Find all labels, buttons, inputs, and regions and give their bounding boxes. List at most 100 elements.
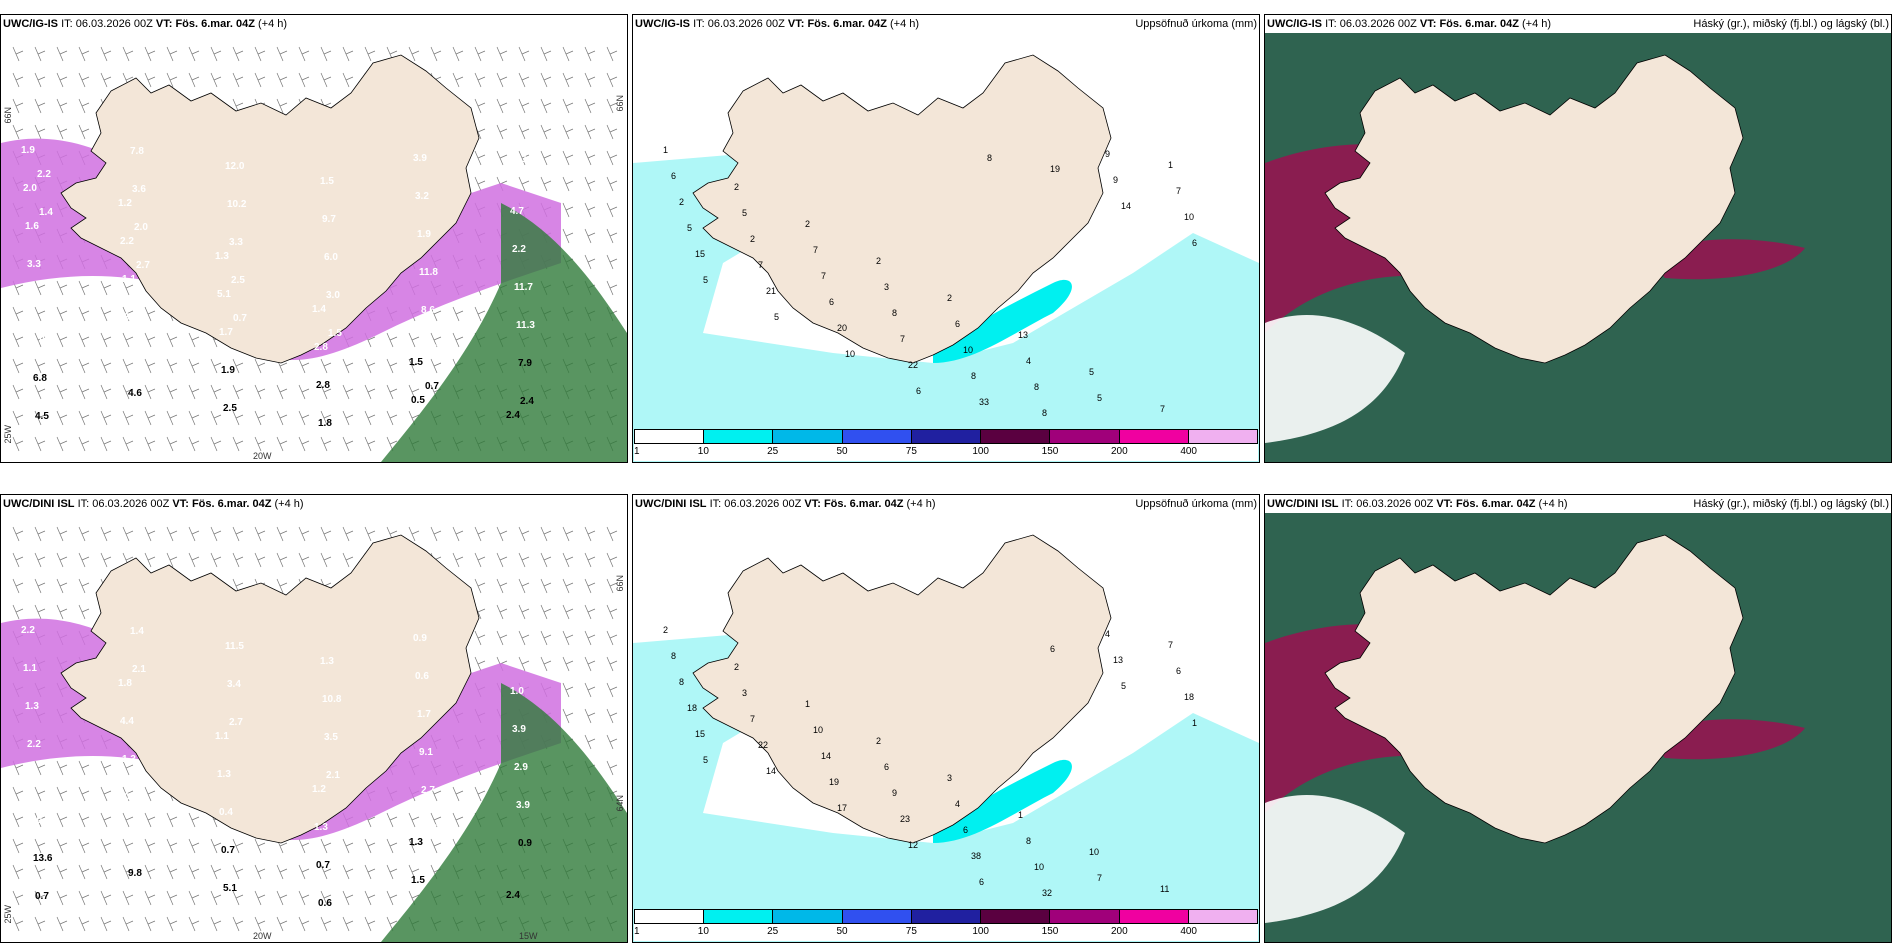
- wind-value: 2.0: [23, 183, 37, 194]
- precip-area: [633, 633, 1259, 942]
- wind-value: 0.7: [425, 381, 439, 392]
- wind-value: 4.4: [120, 716, 134, 727]
- wind-barb: [34, 436, 46, 452]
- wind-barb: [584, 124, 596, 140]
- wind-barb: [562, 552, 574, 568]
- precip-value: 14: [821, 751, 831, 761]
- wind-barb: [584, 228, 596, 244]
- wind-barb: [12, 604, 24, 620]
- wind-barb: [518, 176, 530, 192]
- colorbar-tick: 150: [1041, 446, 1059, 457]
- precip-value: 7: [758, 260, 763, 270]
- precip-value: 19: [1050, 164, 1060, 174]
- wind-barb: [78, 786, 90, 802]
- wind-barb: [56, 760, 68, 776]
- wind-barb: [254, 358, 266, 374]
- wind-barb: [364, 916, 376, 932]
- wind-barb: [562, 176, 574, 192]
- precip-colorbar: 1 10 25 50 75 100 150 200 400: [634, 429, 1258, 461]
- wind-barb: [34, 526, 46, 542]
- wind-value: 2.1: [326, 770, 340, 781]
- wind-barb: [144, 436, 156, 452]
- wind-barb: [496, 526, 508, 542]
- iceland-landmass: [60, 54, 480, 364]
- wind-barb: [518, 150, 530, 166]
- wind-barb: [474, 72, 486, 88]
- precip-map: 1222213576573645122781089757678891015212…: [633, 33, 1259, 462]
- wind-barb: [188, 864, 200, 880]
- wind-value: 1.2: [522, 154, 536, 165]
- wind-barb: [540, 72, 552, 88]
- wind-value: 1.9: [221, 365, 235, 376]
- colorbar-tick: 100: [972, 926, 989, 937]
- wind-barb: [298, 552, 310, 568]
- iceland-landmass: [1324, 534, 1744, 844]
- iceland-landmass: [692, 54, 1112, 364]
- wind-barb: [408, 526, 420, 542]
- wind-speed-band: [381, 683, 627, 942]
- colorbar-tick: 100: [972, 446, 989, 457]
- wind-barb: [166, 332, 178, 348]
- wind-barb: [452, 332, 464, 348]
- wind-barb: [232, 552, 244, 568]
- wind-barb: [78, 760, 90, 776]
- precip-value: 2: [734, 662, 739, 672]
- wind-barb: [166, 526, 178, 542]
- wind-barb: [166, 916, 178, 932]
- wind-barb: [56, 604, 68, 620]
- wind-barb: [144, 890, 156, 906]
- wind-barb: [122, 786, 134, 802]
- wind-barb: [100, 332, 112, 348]
- wind-barb: [496, 630, 508, 646]
- wind-barb: [540, 176, 552, 192]
- wind-barb: [342, 436, 354, 452]
- wind-barb: [144, 410, 156, 426]
- precip-value: 6: [1176, 666, 1181, 676]
- wind-value: 1.3: [122, 754, 136, 765]
- wind-value: 1.2: [312, 784, 326, 795]
- precip-value: 14: [1121, 201, 1131, 211]
- wind-barb: [210, 890, 222, 906]
- iceland-landmass: [692, 534, 1112, 844]
- precip-value: 5: [703, 755, 708, 765]
- precip-value: 8: [1026, 836, 1031, 846]
- precip-value: 18: [687, 703, 697, 713]
- wind-barb: [34, 916, 46, 932]
- wind-barb: [210, 916, 222, 932]
- wind-barb: [606, 72, 618, 88]
- wind-barb: [342, 864, 354, 880]
- wind-barb: [100, 864, 112, 880]
- precip-area-heavy: [933, 759, 1072, 843]
- wind-barb: [100, 526, 112, 542]
- precip-value: 32: [1042, 888, 1052, 898]
- wind-value: 2.2: [21, 625, 35, 636]
- wind-barb: [562, 72, 574, 88]
- wind-barb: [188, 358, 200, 374]
- wind-barb: [276, 410, 288, 426]
- precip-panel-top: UWC/IG-IS IT: 06.03.2026 00Z VT: Fös. 6.…: [632, 14, 1260, 463]
- precip-value: 7: [821, 271, 826, 281]
- wind-barb: [430, 526, 442, 542]
- wind-barb: [584, 708, 596, 724]
- wind-barb: [56, 436, 68, 452]
- wind-barb: [386, 812, 398, 828]
- wind-barb: [518, 124, 530, 140]
- wind-barb: [12, 838, 24, 854]
- lon-label: 25W: [3, 425, 13, 444]
- wind-value: 2.4: [506, 410, 520, 421]
- colorbar-swatch: [911, 910, 982, 923]
- precip-value: 5: [687, 223, 692, 233]
- wind-value: 2.0: [134, 222, 148, 233]
- colorbar-swatch: [1119, 430, 1189, 443]
- wind-barb: [298, 526, 310, 542]
- precip-value: 5: [742, 208, 747, 218]
- wind-barb: [254, 410, 266, 426]
- precip-value: 1: [663, 145, 668, 155]
- colorbar-tick: 25: [767, 926, 779, 937]
- wind-barb: [474, 306, 486, 322]
- wind-barb: [320, 552, 332, 568]
- colorbar-swatch: [1050, 910, 1120, 923]
- wind-barb: [584, 176, 596, 192]
- wind-value: 0.4: [219, 807, 233, 818]
- wind-barb: [496, 578, 508, 594]
